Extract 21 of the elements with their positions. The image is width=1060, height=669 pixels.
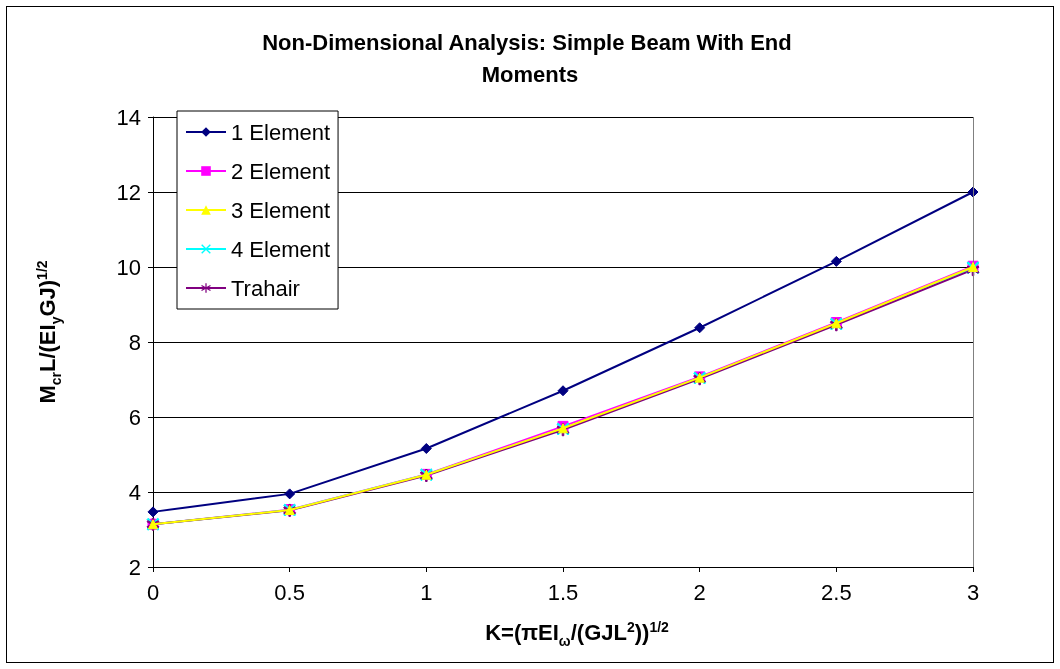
x-tick-label: 2.5 [821,579,852,605]
x-tick-label: 3 [966,579,980,605]
legend-label: 2 Element [231,158,331,184]
x-axis-title: K=(πEI$_{ω}$/(GJL$^{2}$))$^{1/2}$ [485,619,669,649]
y-tick-label: 8 [128,329,141,355]
y-tick-label: 2 [128,554,141,580]
chart-title: Non-Dimensional Analysis: Simple Beam With End Moments [262,29,798,87]
x-tick-label: 0.5 [274,579,305,605]
legend-label: 4 Element [231,236,331,262]
y-tick-label: 10 [116,254,141,280]
legend-label: Trahair [231,275,300,301]
legend-label: 3 Element [231,197,331,223]
x-tick-label: 1 [420,579,433,605]
y-tick-label: 14 [116,104,141,130]
x-tick-label: 0 [146,579,160,605]
x-tick-label: 1.5 [547,579,579,605]
y-tick-label: 12 [116,179,141,205]
y-tick-label: 6 [128,404,141,430]
legend-label: 1 Element [231,119,331,145]
x-tick-label: 2 [693,579,706,605]
y-tick-label: 4 [128,479,141,505]
